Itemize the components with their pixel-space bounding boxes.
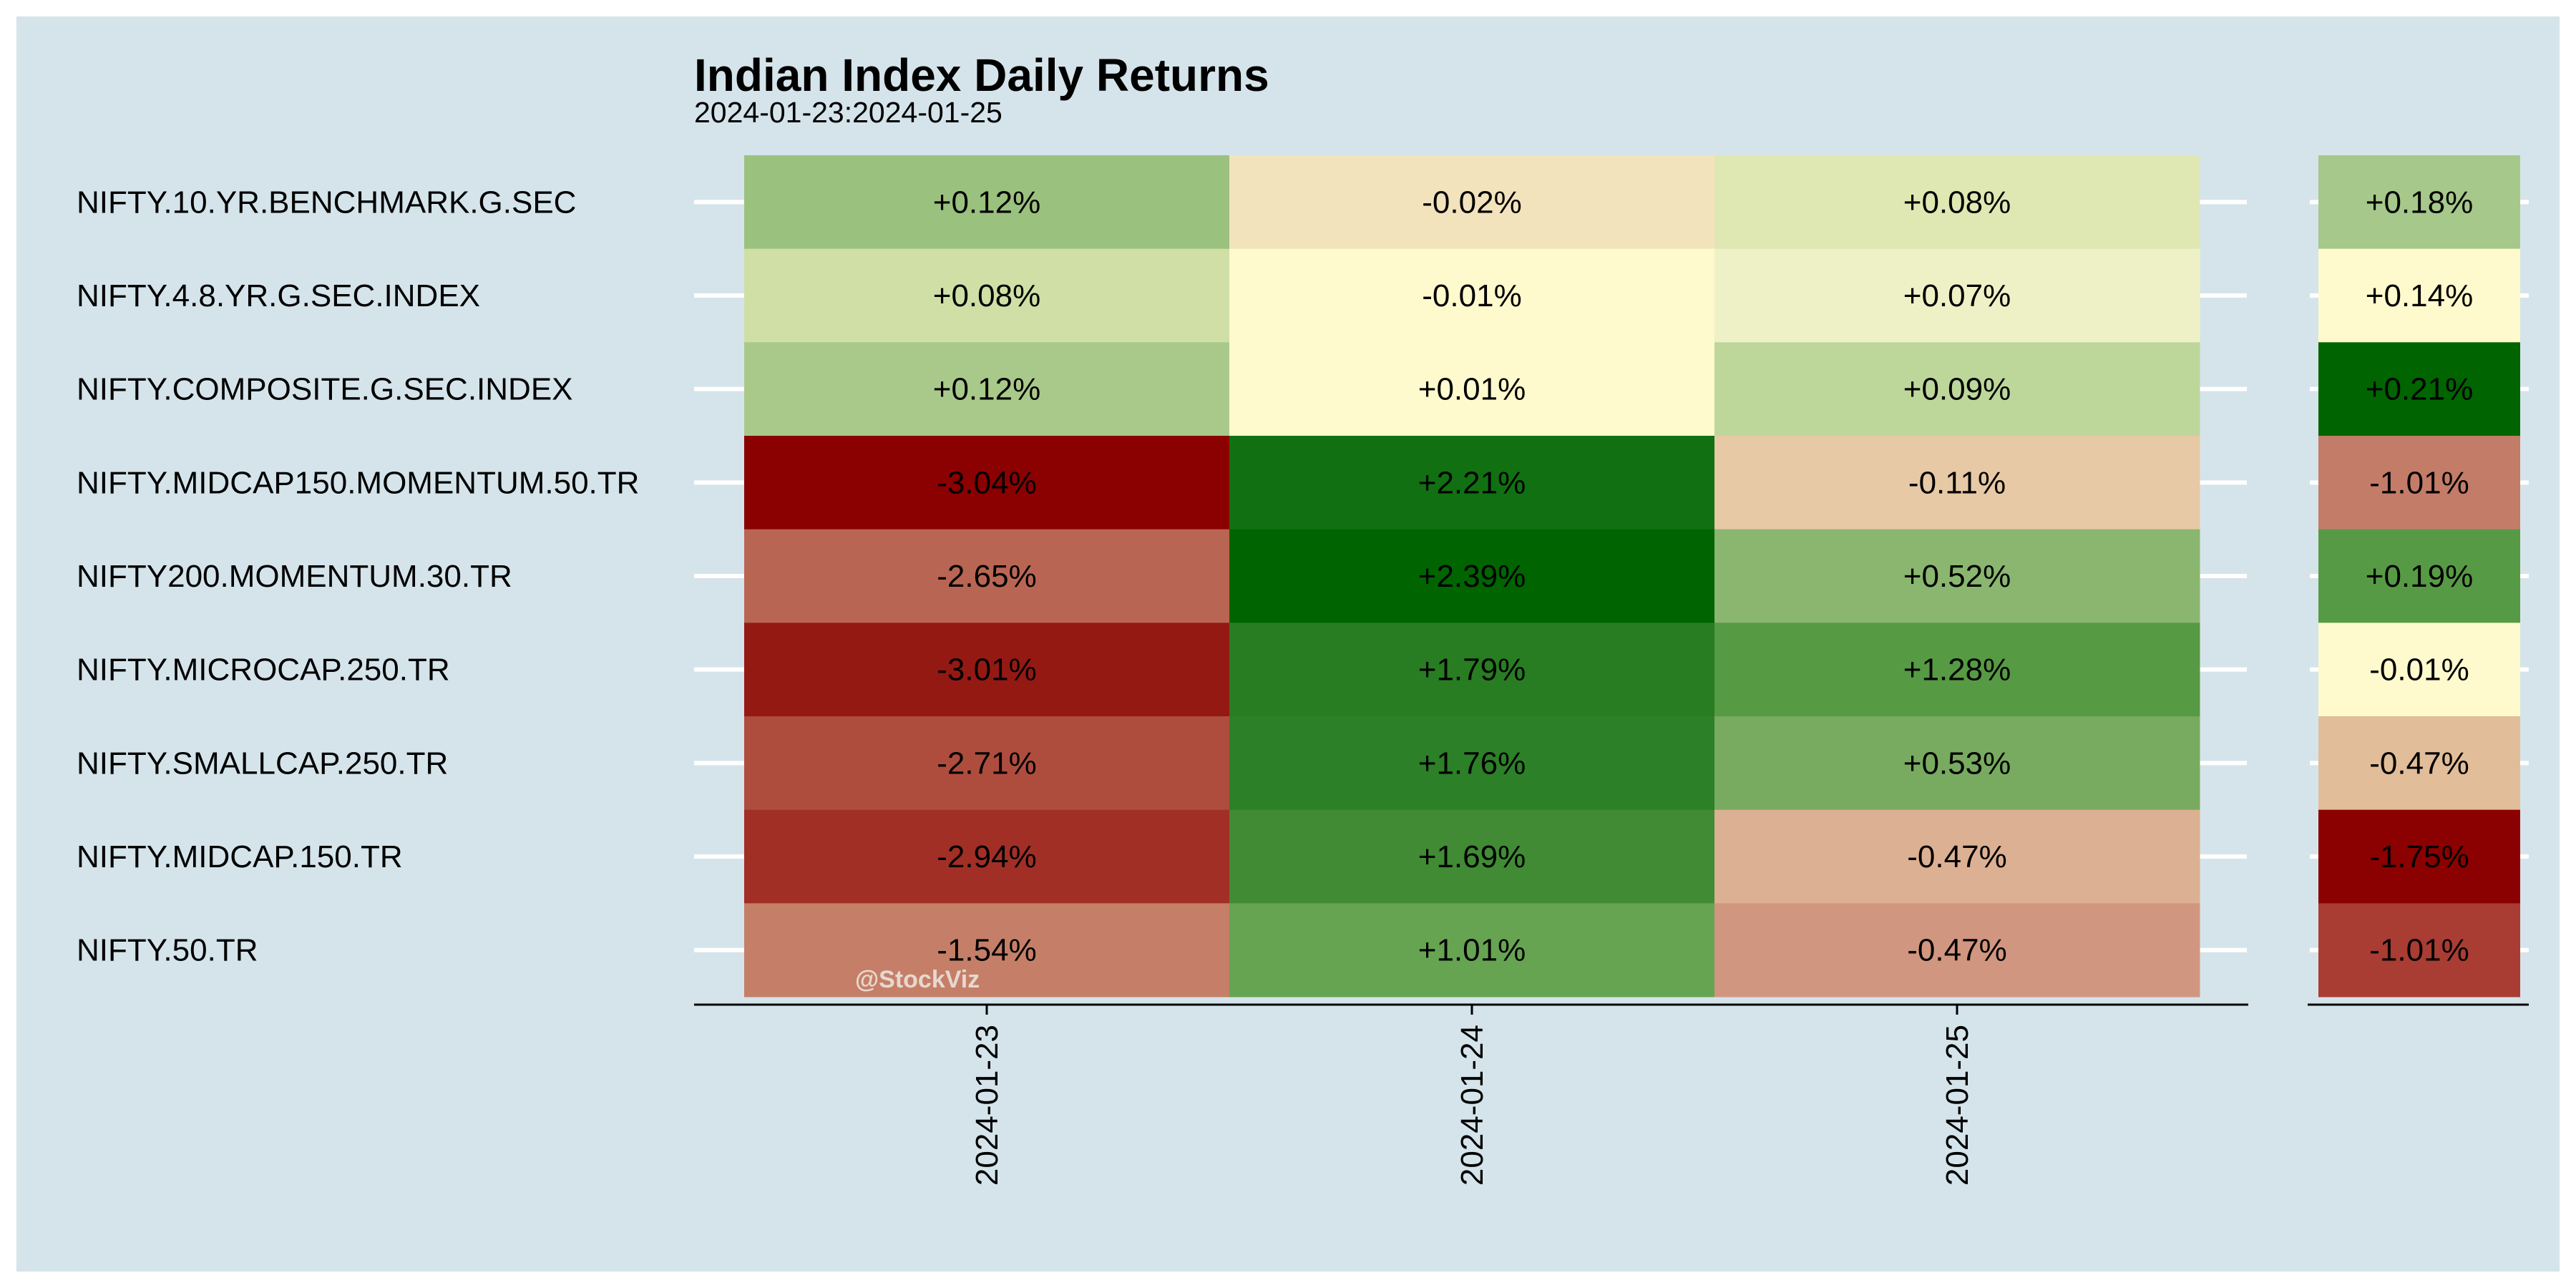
row-label: NIFTY.MIDCAP150.MOMENTUM.50.TR xyxy=(77,465,639,500)
heatmap-cell xyxy=(744,248,1230,343)
chart-title: Indian Index Daily Returns xyxy=(694,49,1269,101)
heatmap-cell xyxy=(744,809,1230,904)
total-cell xyxy=(2318,529,2520,623)
heatmap-cell xyxy=(1229,529,1715,623)
total-value-label: -1.01% xyxy=(2369,933,2469,968)
heatmap-cell xyxy=(1714,529,2200,623)
x-tick-label: 2024-01-23 xyxy=(970,1025,1005,1186)
row-label: NIFTY200.MOMENTUM.30.TR xyxy=(77,559,512,594)
total-value-label: -1.01% xyxy=(2369,465,2469,500)
heatmap-cell xyxy=(1714,903,2200,997)
heatmap-cell xyxy=(744,716,1230,811)
cell-value-label: +1.69% xyxy=(1418,839,1526,874)
cell-value-label: +0.01% xyxy=(1418,372,1526,407)
total-value-label: +0.18% xyxy=(2366,185,2473,220)
cell-value-label: -3.04% xyxy=(937,465,1036,500)
column-labels: 2024-01-23 2024-01-24 2024-01-25 xyxy=(970,1025,1975,1186)
cell-value-label: +2.39% xyxy=(1418,559,1526,594)
heatmap-cell xyxy=(1229,623,1715,717)
total-cell xyxy=(2318,623,2520,717)
total-value-label: -1.75% xyxy=(2369,839,2469,874)
total-cell xyxy=(2318,248,2520,343)
chart-subtitle: 2024-01-23:2024-01-25 xyxy=(694,96,1002,129)
cell-value-label: -0.47% xyxy=(1907,839,2006,874)
total-cell xyxy=(2318,903,2520,997)
heatmap-cell xyxy=(744,529,1230,623)
row-label: NIFTY.10.YR.BENCHMARK.G.SEC xyxy=(77,185,576,220)
heatmap-cell xyxy=(1229,716,1715,811)
cell-value-label: +1.28% xyxy=(1903,653,2011,688)
heatmap-cell xyxy=(744,436,1230,530)
total-value-label: -0.01% xyxy=(2369,653,2469,688)
cell-value-label: -0.11% xyxy=(1908,465,2006,500)
row-label: NIFTY.COMPOSITE.G.SEC.INDEX xyxy=(77,372,573,407)
total-cell xyxy=(2318,155,2520,250)
cell-value-label: -3.01% xyxy=(937,653,1036,688)
total-cell xyxy=(2318,342,2520,436)
heatmap-cell xyxy=(1714,623,2200,717)
cell-value-label: +1.01% xyxy=(1418,933,1526,968)
cell-value-label: +1.79% xyxy=(1418,653,1526,688)
cell-value-label: -2.71% xyxy=(937,746,1036,781)
total-column: +0.18% +0.14% +0.21% -1.01% +0.19% -0.01% -0.4… xyxy=(2318,155,2520,997)
cell-value-label: -2.65% xyxy=(937,559,1036,594)
cell-value-label: +0.07% xyxy=(1903,278,2011,313)
row-label: NIFTY.MIDCAP.150.TR xyxy=(77,839,403,874)
cell-value-label: +0.08% xyxy=(1903,185,2011,220)
heatmap-cell xyxy=(744,155,1230,250)
total-cell xyxy=(2318,809,2520,904)
heatmap-cell xyxy=(1714,155,2200,250)
heatmap-cell xyxy=(744,342,1230,436)
cell-value-label: -0.02% xyxy=(1422,185,1521,220)
heatmap-cell xyxy=(1229,248,1715,343)
total-cell xyxy=(2318,716,2520,811)
heatmap-cell xyxy=(1714,342,2200,436)
total-value-label: +0.14% xyxy=(2366,278,2473,313)
cell-value-label: -2.94% xyxy=(937,839,1036,874)
cell-value-label: +0.12% xyxy=(933,185,1040,220)
heatmap-cell xyxy=(1714,436,2200,530)
cell-value-label: -0.01% xyxy=(1422,278,1521,313)
total-cell xyxy=(2318,436,2520,530)
watermark: @StockViz xyxy=(855,966,980,993)
heatmap-cell xyxy=(1714,248,2200,343)
row-label: NIFTY.SMALLCAP.250.TR xyxy=(77,746,448,781)
cell-value-label: +0.12% xyxy=(933,372,1040,407)
cell-value-label: +1.76% xyxy=(1418,746,1526,781)
cell-value-label: +0.53% xyxy=(1903,746,2011,781)
total-value-label: +0.19% xyxy=(2366,559,2473,594)
heatmap-cell xyxy=(744,903,1230,997)
cell-value-label: +2.21% xyxy=(1418,465,1526,500)
heatmap-cell xyxy=(1229,342,1715,436)
cell-value-label: -1.54% xyxy=(937,933,1036,968)
heatmap-cell xyxy=(1714,809,2200,904)
x-tick-label: 2024-01-25 xyxy=(1940,1025,1975,1186)
cell-value-label: +0.09% xyxy=(1903,372,2011,407)
axes xyxy=(694,1003,2529,1015)
heatmap-cell xyxy=(744,623,1230,717)
cell-value-label: +0.52% xyxy=(1903,559,2011,594)
row-label: NIFTY.MICROCAP.250.TR xyxy=(77,653,450,688)
x-tick-label: 2024-01-24 xyxy=(1455,1025,1490,1186)
total-value-label: +0.21% xyxy=(2366,372,2473,407)
row-label: NIFTY.4.8.YR.G.SEC.INDEX xyxy=(77,278,480,313)
heatmap-cell xyxy=(1229,903,1715,997)
total-value-label: -0.47% xyxy=(2369,746,2469,781)
heatmap-cell xyxy=(1229,436,1715,530)
cell-value-label: -0.47% xyxy=(1907,933,2006,968)
main-heatmap: +0.12% -0.02% +0.08% +0.08% -0.01% +0.07% +0.1… xyxy=(744,155,2200,997)
cell-value-label: +0.08% xyxy=(933,278,1040,313)
row-labels: NIFTY.10.YR.BENCHMARK.G.SEC NIFTY.4.8.YR.… xyxy=(77,185,639,967)
heatmap-cell xyxy=(1714,716,2200,811)
heatmap-cell xyxy=(1229,155,1715,250)
heatmap-cell xyxy=(1229,809,1715,904)
row-label: NIFTY.50.TR xyxy=(77,933,258,968)
